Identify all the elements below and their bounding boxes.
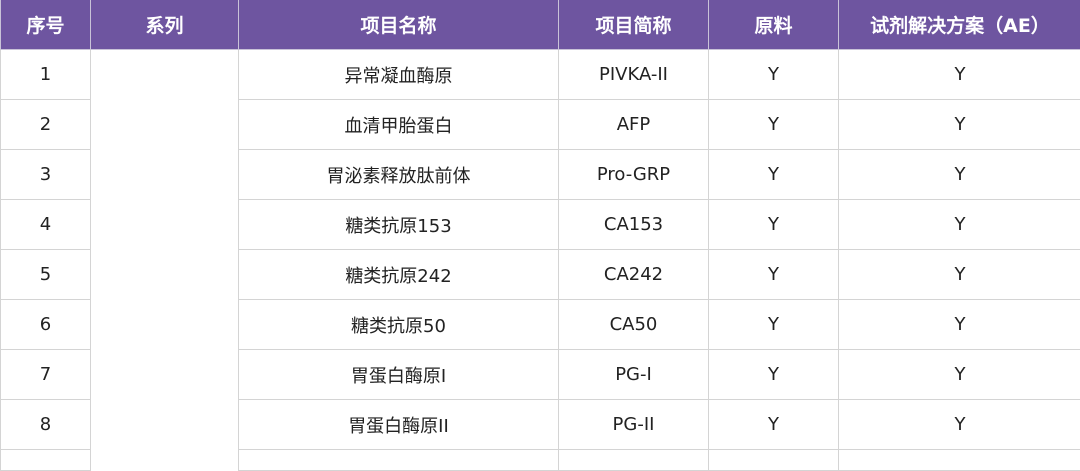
cell-name: 胃蛋白酶原I <box>239 350 559 400</box>
cell-empty <box>559 450 709 471</box>
cell-abbr: PG-I <box>559 350 709 400</box>
cell-no: 7 <box>1 350 91 400</box>
cell-raw: Y <box>709 200 839 250</box>
cell-ae: Y <box>839 250 1080 300</box>
cell-raw: Y <box>709 100 839 150</box>
col-header-name: 项目名称 <box>239 0 559 50</box>
cell-no: 4 <box>1 200 91 250</box>
cell-ae: Y <box>839 400 1080 450</box>
cell-ae: Y <box>839 300 1080 350</box>
cell-abbr: PG-II <box>559 400 709 450</box>
cell-no: 1 <box>1 50 91 100</box>
col-header-ae: 试剂解决方案（AE） <box>839 0 1080 50</box>
col-header-raw: 原料 <box>709 0 839 50</box>
cell-no: 8 <box>1 400 91 450</box>
cell-abbr: PIVKA-II <box>559 50 709 100</box>
cell-abbr: CA153 <box>559 200 709 250</box>
cell-abbr: CA242 <box>559 250 709 300</box>
cell-ae: Y <box>839 100 1080 150</box>
cell-name: 糖类抗原50 <box>239 300 559 350</box>
cell-abbr: Pro-GRP <box>559 150 709 200</box>
col-header-no: 序号 <box>1 0 91 50</box>
cell-ae: Y <box>839 350 1080 400</box>
cell-no: 3 <box>1 150 91 200</box>
col-header-abbr: 项目简称 <box>559 0 709 50</box>
cell-abbr: AFP <box>559 100 709 150</box>
cell-no: 2 <box>1 100 91 150</box>
cell-raw: Y <box>709 350 839 400</box>
cell-raw: Y <box>709 250 839 300</box>
cell-empty <box>839 450 1080 471</box>
cell-name: 糖类抗原153 <box>239 200 559 250</box>
cell-raw: Y <box>709 300 839 350</box>
cell-series <box>91 50 239 471</box>
cell-name: 血清甲胎蛋白 <box>239 100 559 150</box>
cell-no: 6 <box>1 300 91 350</box>
cell-empty <box>1 450 91 471</box>
cell-empty <box>239 450 559 471</box>
col-header-series: 系列 <box>91 0 239 50</box>
cell-no: 5 <box>1 250 91 300</box>
cell-abbr: CA50 <box>559 300 709 350</box>
cell-name: 胃泌素释放肽前体 <box>239 150 559 200</box>
cell-raw: Y <box>709 150 839 200</box>
cell-ae: Y <box>839 50 1080 100</box>
cell-ae: Y <box>839 150 1080 200</box>
cell-name: 糖类抗原242 <box>239 250 559 300</box>
cell-ae: Y <box>839 200 1080 250</box>
cell-empty <box>709 450 839 471</box>
cell-raw: Y <box>709 400 839 450</box>
table-header: 序号 系列 项目名称 项目简称 原料 试剂解决方案（AE） <box>1 0 1080 50</box>
cell-name: 胃蛋白酶原II <box>239 400 559 450</box>
cell-raw: Y <box>709 50 839 100</box>
cell-name: 异常凝血酶原 <box>239 50 559 100</box>
